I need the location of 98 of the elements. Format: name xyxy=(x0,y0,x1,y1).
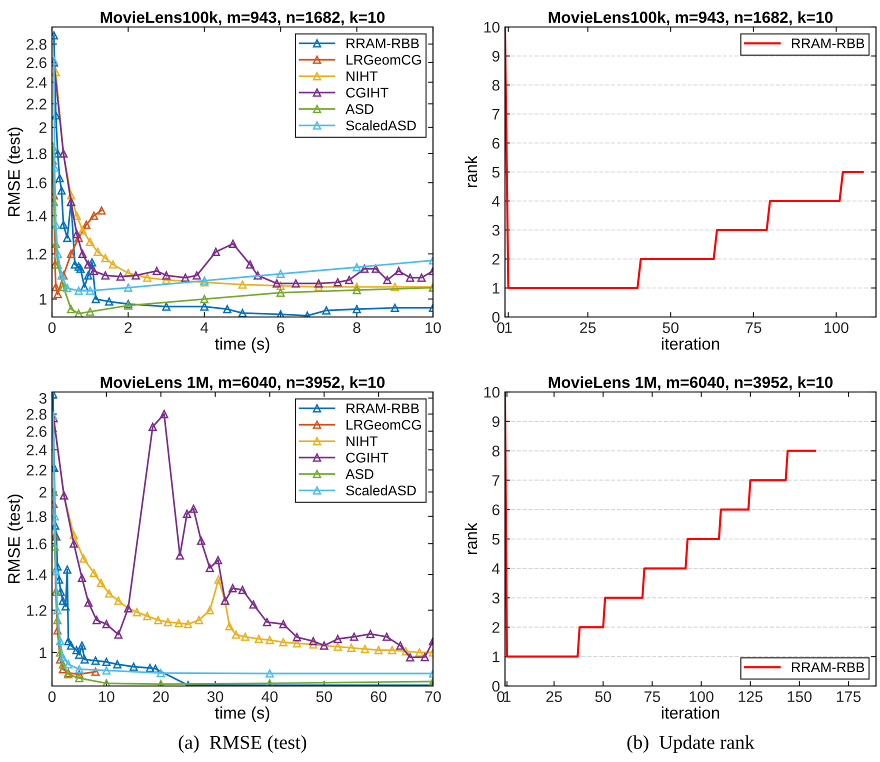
y-tick-label: 4 xyxy=(492,196,500,207)
legend-label: NIHT xyxy=(346,71,378,82)
y-tick-label: 7 xyxy=(492,475,500,486)
x-axis-title: time (s) xyxy=(214,706,270,722)
legend-label: RRAM-RBB xyxy=(792,38,864,48)
x-tick-label: 6 xyxy=(277,322,284,334)
x-tick-label: 1 xyxy=(505,322,512,333)
y-tick-label: 5 xyxy=(492,534,500,545)
y-tick-label: 8 xyxy=(492,446,500,456)
chart-title: MovieLens100k, m=943, n=1682, k=10 xyxy=(100,11,385,26)
y-tick-label: 1.8 xyxy=(27,148,46,160)
y-tick-label: 1.4 xyxy=(27,570,47,580)
y-tick-label: 2.2 xyxy=(26,98,46,110)
legend-label: CGIHT xyxy=(346,88,388,98)
y-tick-label: 10 xyxy=(484,22,500,33)
x-tick-label: 0 xyxy=(48,691,56,702)
y-tick-label: 1.4 xyxy=(27,210,47,222)
x-tick-label: 50 xyxy=(662,322,679,334)
y-tick-label: 6 xyxy=(492,138,500,149)
legend-label: LRGeomCG xyxy=(346,54,421,65)
y-tick-label: 2.4 xyxy=(26,444,47,456)
legend-label: ScaledASD xyxy=(346,120,416,130)
y-tick-label: 2 xyxy=(492,622,500,633)
y-axis-title: RMSE (test) xyxy=(8,494,24,584)
y-tick-label: 1.2 xyxy=(27,605,46,616)
x-tick-label: 100 xyxy=(824,322,848,334)
y-tick-label: 10 xyxy=(484,386,500,398)
x-tick-label: 0 xyxy=(48,322,56,334)
x-tick-label: 50 xyxy=(316,691,332,702)
y-tick-label: 0 xyxy=(492,312,500,323)
y-tick-label: 6 xyxy=(492,504,500,516)
y-axis-title: rank xyxy=(464,522,478,554)
legend-label: ScaledASD xyxy=(346,485,416,496)
x-tick-label: 60 xyxy=(370,691,386,702)
y-tick-label: 0 xyxy=(492,680,500,692)
y-tick-label: 2.6 xyxy=(26,426,46,437)
legend-label: ASD xyxy=(346,104,374,114)
x-tick-label: 50 xyxy=(595,691,612,702)
chart-title: MovieLens 1M, m=6040, n=3952, k=10 xyxy=(548,376,833,390)
y-tick-label: 3 xyxy=(39,392,46,404)
y-tick-label: 7 xyxy=(492,109,500,120)
y-tick-label: 1 xyxy=(40,294,46,305)
x-tick-label: 20 xyxy=(153,691,169,702)
x-tick-label: 75 xyxy=(746,322,762,334)
y-tick-label: 1.2 xyxy=(27,248,46,260)
legend-label: ASD xyxy=(346,469,374,479)
y-tick-label: 1.8 xyxy=(27,511,46,522)
y-axis-title: rank xyxy=(464,156,478,188)
y-tick-label: 2 xyxy=(39,486,46,498)
x-tick-label: 70 xyxy=(425,691,441,702)
legend-label: CGIHT xyxy=(346,452,388,463)
y-tick-label: 3 xyxy=(492,224,500,236)
y-tick-label: 9 xyxy=(492,50,500,62)
x-tick-label: 8 xyxy=(353,322,360,334)
y-tick-label: 1.6 xyxy=(27,178,46,188)
x-tick-label: 4 xyxy=(200,322,208,333)
y-tick-label: 1 xyxy=(492,283,500,294)
legend-label: RRAM-RBB xyxy=(792,662,864,672)
y-tick-label: 8 xyxy=(492,80,500,91)
y-tick-label: 3 xyxy=(492,592,500,604)
y-tick-label: 1.6 xyxy=(27,538,46,550)
x-axis-title: iteration xyxy=(662,706,720,719)
legend-label: RRAM-RBB xyxy=(346,404,419,414)
text: (a) RMSE (test) xyxy=(178,735,306,753)
x-axis-title: time (s) xyxy=(214,337,270,354)
x-tick-label: 25 xyxy=(580,322,596,334)
x-tick-label: 75 xyxy=(644,691,660,702)
x-tick-label: 125 xyxy=(738,691,762,702)
y-tick-label: 2.8 xyxy=(26,38,46,50)
y-tick-label: 2.8 xyxy=(26,408,46,420)
x-tick-label: 175 xyxy=(836,691,861,702)
x-tick-label: 30 xyxy=(207,691,224,702)
text: (b) Update rank xyxy=(627,735,754,753)
y-tick-label: 1 xyxy=(492,652,500,662)
x-tick-label: 10 xyxy=(99,691,114,702)
y-tick-label: 4 xyxy=(492,563,500,574)
y-tick-label: 5 xyxy=(492,167,500,178)
x-tick-label: 150 xyxy=(788,691,812,702)
x-tick-label: 25 xyxy=(546,691,562,702)
y-axis-title: RMSE (test) xyxy=(8,128,24,216)
y-tick-label: 1 xyxy=(40,647,46,658)
x-tick-label: 2 xyxy=(124,322,132,333)
y-tick-label: 2.4 xyxy=(26,77,47,88)
legend-label: NIHT xyxy=(346,436,378,446)
y-tick-label: 2.2 xyxy=(26,464,46,476)
y-tick-label: 2 xyxy=(39,122,46,133)
x-tick-label: 10 xyxy=(426,322,441,334)
chart-title: MovieLens 1M, m=6040, n=3952, k=10 xyxy=(100,376,385,390)
legend-label: RRAM-RBB xyxy=(346,38,419,48)
legend-label: LRGeomCG xyxy=(346,420,421,430)
x-axis-title: iteration xyxy=(662,337,720,350)
x-tick-label: 40 xyxy=(262,691,278,702)
x-tick-label: 1 xyxy=(504,691,510,702)
x-tick-label: 100 xyxy=(690,691,714,702)
chart-title: MovieLens100k, m=943, n=1682, k=10 xyxy=(548,11,833,26)
y-tick-label: 2.6 xyxy=(26,57,46,68)
y-tick-label: 2 xyxy=(492,254,500,265)
y-tick-label: 9 xyxy=(492,416,500,428)
